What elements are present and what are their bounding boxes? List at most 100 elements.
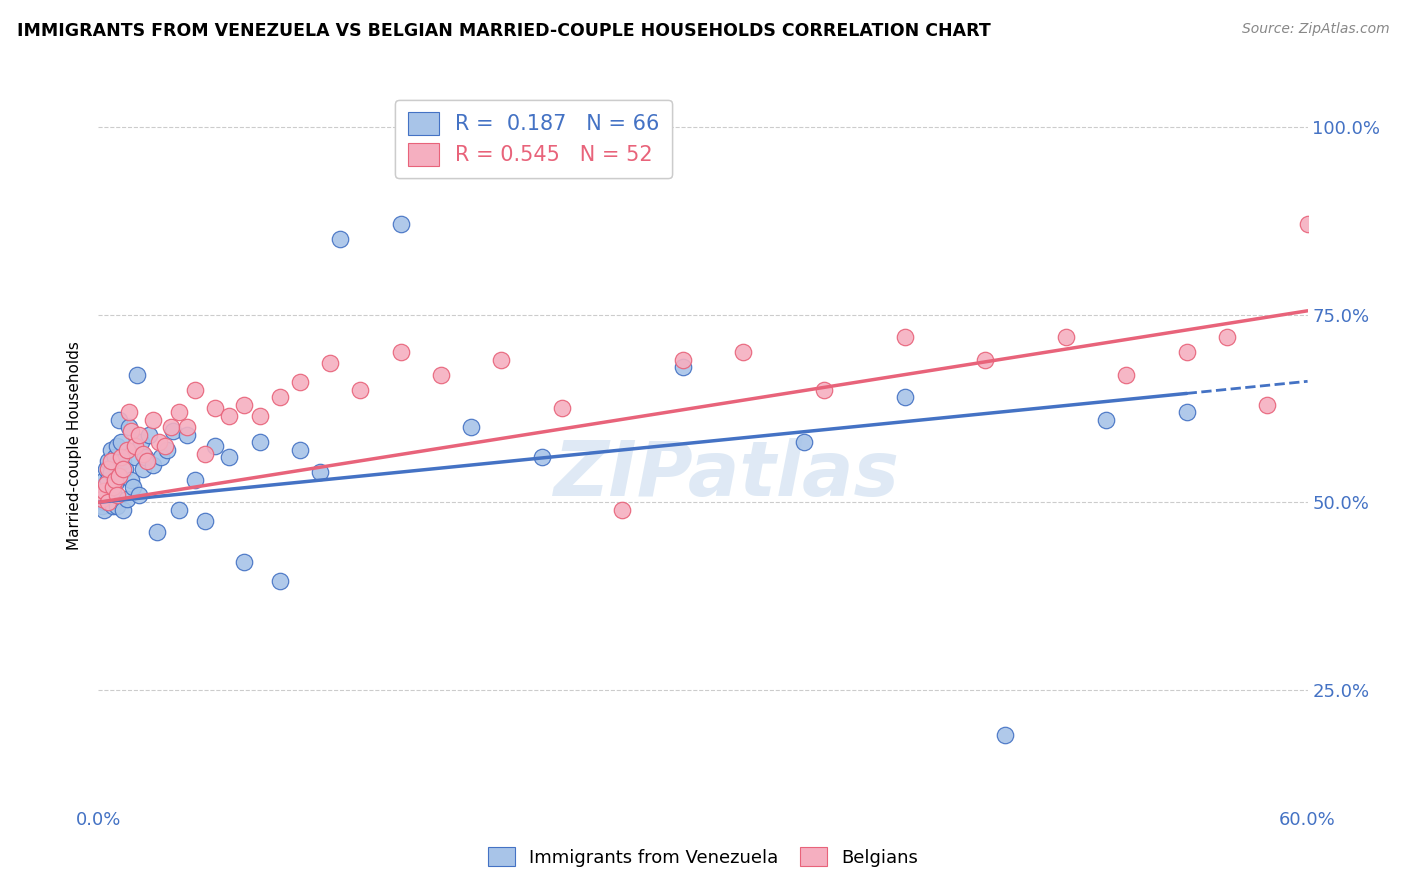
Point: [204, 401, 226, 416]
Point: [160, 420, 183, 434]
Point: [167, 405, 190, 419]
Point: [89, 488, 111, 502]
Point: [107, 469, 129, 483]
Point: [110, 435, 132, 450]
Point: [893, 390, 915, 404]
Point: [105, 439, 128, 453]
Point: [100, 465, 122, 479]
Point: [91, 484, 114, 499]
Point: [103, 476, 125, 491]
Point: [93, 484, 115, 499]
Point: [1256, 398, 1278, 412]
Point: [460, 420, 482, 434]
Point: [125, 368, 148, 382]
Point: [100, 442, 122, 457]
Point: [101, 480, 124, 494]
Point: [142, 413, 165, 427]
Point: [101, 484, 124, 499]
Point: [93, 495, 115, 509]
Point: [288, 442, 311, 457]
Point: [194, 446, 217, 460]
Point: [97, 495, 120, 509]
Point: [97, 454, 120, 468]
Point: [121, 480, 143, 494]
Point: [176, 427, 198, 442]
Point: [994, 728, 1017, 742]
Point: [1175, 405, 1198, 419]
Point: [107, 413, 129, 427]
Point: [115, 442, 138, 457]
Point: [103, 473, 125, 487]
Text: Source: ZipAtlas.com: Source: ZipAtlas.com: [1241, 22, 1389, 37]
Legend: R =  0.187   N = 66, R = 0.545   N = 52: R = 0.187 N = 66, R = 0.545 N = 52: [395, 100, 672, 178]
Point: [132, 461, 155, 475]
Point: [138, 427, 160, 442]
Point: [110, 450, 132, 465]
Point: [329, 232, 352, 246]
Point: [124, 439, 146, 453]
Point: [162, 424, 184, 438]
Point: [115, 491, 138, 506]
Point: [93, 503, 115, 517]
Point: [97, 461, 120, 475]
Point: [96, 491, 118, 506]
Point: [124, 450, 146, 465]
Point: [129, 435, 152, 450]
Point: [135, 454, 157, 468]
Point: [389, 218, 412, 232]
Point: [176, 420, 198, 434]
Point: [269, 574, 291, 589]
Point: [218, 409, 240, 423]
Point: [813, 383, 835, 397]
Point: [1296, 218, 1319, 232]
Point: [167, 503, 190, 517]
Point: [389, 345, 412, 359]
Point: [105, 488, 128, 502]
Point: [269, 390, 291, 404]
Point: [974, 352, 997, 367]
Point: [146, 525, 169, 540]
Point: [118, 420, 141, 434]
Point: [156, 442, 179, 457]
Point: [120, 424, 142, 438]
Point: [249, 409, 271, 423]
Point: [551, 401, 574, 416]
Point: [97, 495, 120, 509]
Point: [107, 469, 129, 483]
Point: [218, 450, 240, 465]
Legend: Immigrants from Venezuela, Belgians: Immigrants from Venezuela, Belgians: [481, 840, 925, 874]
Point: [184, 383, 207, 397]
Point: [114, 461, 136, 475]
Point: [1216, 330, 1239, 344]
Point: [194, 514, 217, 528]
Point: [1175, 345, 1198, 359]
Point: [309, 465, 332, 479]
Point: [128, 488, 150, 502]
Point: [1054, 330, 1077, 344]
Point: [93, 473, 115, 487]
Point: [111, 461, 134, 475]
Point: [134, 450, 156, 465]
Point: [1115, 368, 1137, 382]
Point: [733, 345, 755, 359]
Point: [249, 435, 271, 450]
Point: [153, 439, 176, 453]
Point: [111, 503, 134, 517]
Point: [97, 473, 120, 487]
Point: [612, 503, 634, 517]
Point: [100, 454, 122, 468]
Point: [103, 450, 125, 465]
Point: [204, 439, 226, 453]
Point: [672, 360, 695, 375]
Point: [91, 480, 114, 494]
Point: [96, 484, 118, 499]
Point: [96, 476, 118, 491]
Point: [148, 435, 170, 450]
Text: ZIPatlas: ZIPatlas: [554, 438, 900, 511]
Point: [91, 499, 114, 513]
Point: [89, 488, 111, 502]
Point: [132, 446, 155, 460]
Point: [91, 491, 114, 506]
Point: [111, 454, 134, 468]
Point: [319, 356, 342, 370]
